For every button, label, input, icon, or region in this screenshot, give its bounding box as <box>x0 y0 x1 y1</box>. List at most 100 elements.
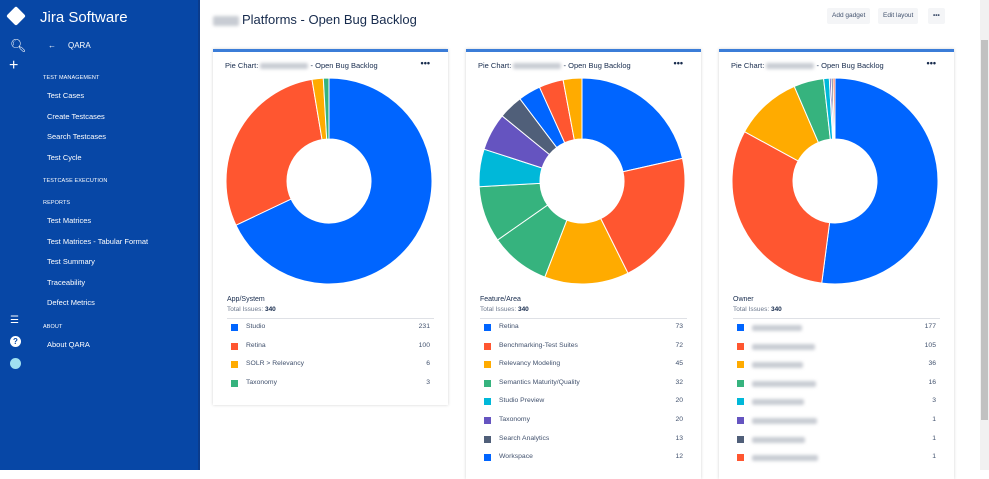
scrollbar[interactable] <box>980 0 989 470</box>
back-arrow-icon[interactable]: ← <box>48 41 56 50</box>
legend-row[interactable]: 1 <box>733 412 940 431</box>
sidebar-item[interactable]: Defect Metrics <box>47 298 95 307</box>
avatar[interactable] <box>10 358 21 369</box>
legend-label-redacted <box>752 455 818 462</box>
legend-value: 3 <box>932 397 936 405</box>
pie-chart <box>225 77 433 285</box>
pie-slice[interactable] <box>821 77 939 285</box>
help-icon[interactable]: ? <box>10 336 21 347</box>
gadget-menu-button[interactable]: ••• <box>420 58 430 68</box>
legend-label-redacted <box>752 380 816 387</box>
pie-slice[interactable] <box>562 77 583 141</box>
edit-layout-button[interactable]: Edit layout <box>878 8 919 24</box>
legend-label: Semantics Maturity/Quality <box>499 378 580 386</box>
pie-slice[interactable] <box>225 78 323 226</box>
pie-slice[interactable] <box>322 77 330 140</box>
scrollbar-thumb[interactable] <box>981 40 988 420</box>
legend-swatch <box>737 342 744 350</box>
legend-swatch <box>737 361 744 369</box>
sidebar-resize-handle[interactable] <box>198 0 200 470</box>
add-gadget-button[interactable]: Add gadget <box>827 8 871 24</box>
pie-chart-gadget: Pie Chart: - Open Bug Backlog ••• Featur… <box>466 49 701 479</box>
legend-row[interactable]: 3 <box>733 393 940 412</box>
legend-value: 45 <box>675 360 683 368</box>
pie-chart-gadget: Pie Chart: - Open Bug Backlog ••• Owner … <box>719 49 954 479</box>
legend-swatch <box>737 324 744 331</box>
legend-row[interactable]: Studio Preview 20 <box>480 393 687 412</box>
legend-label: Workspace <box>499 453 533 461</box>
search-icon[interactable]: 🔍︎ <box>10 38 27 53</box>
sidebar-item[interactable]: Search Testcases <box>47 132 107 141</box>
legend-label: Taxonomy <box>499 415 530 423</box>
legend-label: Relevancy Modeling <box>499 360 561 368</box>
legend-swatch <box>231 379 238 387</box>
legend-row[interactable]: Relevancy Modeling 45 <box>480 356 687 375</box>
jira-logo-icon[interactable] <box>6 6 26 26</box>
gadget-title: Pie Chart: - Open Bug Backlog <box>478 61 631 70</box>
sidebar-item[interactable]: Test Summary <box>47 257 95 266</box>
sidebar-item[interactable]: Test Cases <box>47 91 85 100</box>
legend-row[interactable]: Taxonomy 20 <box>480 412 687 431</box>
project-name[interactable]: QARA <box>68 41 91 50</box>
legend-label: Studio Preview <box>499 397 545 405</box>
legend-row[interactable]: 1 <box>733 431 940 450</box>
legend-label-redacted <box>752 399 804 406</box>
sidebar-section-title: REPORTS <box>43 200 71 206</box>
legend-value: 16 <box>928 378 936 386</box>
legend-label: Retina <box>246 341 266 349</box>
more-actions-button[interactable]: ••• <box>928 8 945 24</box>
legend-row[interactable]: 177 <box>733 319 940 338</box>
sidebar-item[interactable]: Test Matrices - Tabular Format <box>47 236 149 246</box>
legend-swatch <box>484 454 491 462</box>
gadget-menu-button[interactable]: ••• <box>673 58 683 68</box>
legend-row[interactable]: Studio 231 <box>227 319 434 338</box>
legend-swatch <box>231 342 238 350</box>
pie-slice[interactable] <box>731 131 831 284</box>
create-plus-icon[interactable]: + <box>9 57 19 74</box>
legend-label-redacted <box>752 362 803 369</box>
legend-swatch <box>484 324 491 331</box>
legend-row[interactable]: Semantics Maturity/Quality 32 <box>480 375 687 394</box>
legend-value: 100 <box>418 341 430 349</box>
chart-category: Owner <box>733 296 754 303</box>
legend-value: 20 <box>675 397 683 405</box>
legend-swatch <box>484 342 491 350</box>
pie-slice[interactable] <box>581 77 684 173</box>
gadget-title: Pie Chart: - Open Bug Backlog <box>225 61 378 70</box>
pie-chart <box>478 77 686 285</box>
sidebar-item[interactable]: About QARA <box>47 340 90 349</box>
legend-value: 20 <box>675 415 683 423</box>
legend-row[interactable]: SOLR > Relevancy 6 <box>227 356 434 375</box>
menu-icon[interactable]: ☰ <box>10 315 19 326</box>
legend-row[interactable]: 36 <box>733 356 940 375</box>
pie-slice[interactable] <box>832 77 836 140</box>
sidebar-item[interactable]: Create Testcases <box>47 111 105 121</box>
legend-value: 231 <box>418 323 430 330</box>
sidebar: Jira Software 🔍︎ + ☰ ? ← QARA TEST MANAG… <box>0 0 198 470</box>
legend-row[interactable]: Search Analytics 13 <box>480 431 687 450</box>
pie-chart-gadget: Pie Chart: - Open Bug Backlog ••• App/Sy… <box>213 49 448 405</box>
legend-swatch <box>737 454 744 462</box>
legend-row[interactable]: 16 <box>733 375 940 394</box>
legend-swatch <box>484 398 491 406</box>
legend-row[interactable]: 1 <box>733 449 940 468</box>
sidebar-item[interactable]: Test Cycle <box>47 152 82 162</box>
pie-slice[interactable] <box>600 157 686 274</box>
sidebar-item[interactable]: Traceability <box>47 277 86 287</box>
legend-row[interactable]: Benchmarking-Test Suites 72 <box>480 338 687 357</box>
pie-slice[interactable] <box>235 77 433 285</box>
sidebar-item[interactable]: Test Matrices <box>47 216 92 225</box>
legend-value: 177 <box>924 323 936 330</box>
gadget-menu-button[interactable]: ••• <box>926 58 936 68</box>
legend-row[interactable]: Workspace 12 <box>480 449 687 468</box>
legend-row[interactable]: 105 <box>733 338 940 357</box>
legend-value: 3 <box>426 378 430 386</box>
legend-value: 72 <box>675 341 683 349</box>
legend-value: 32 <box>675 378 683 386</box>
total-issues: Total Issues: 340 <box>227 306 276 313</box>
legend-row[interactable]: Taxonomy 3 <box>227 375 434 394</box>
legend-row[interactable]: Retina 100 <box>227 338 434 357</box>
legend-label: Studio <box>246 323 266 330</box>
legend-row[interactable]: Retina 73 <box>480 319 687 338</box>
legend-swatch <box>231 324 238 331</box>
